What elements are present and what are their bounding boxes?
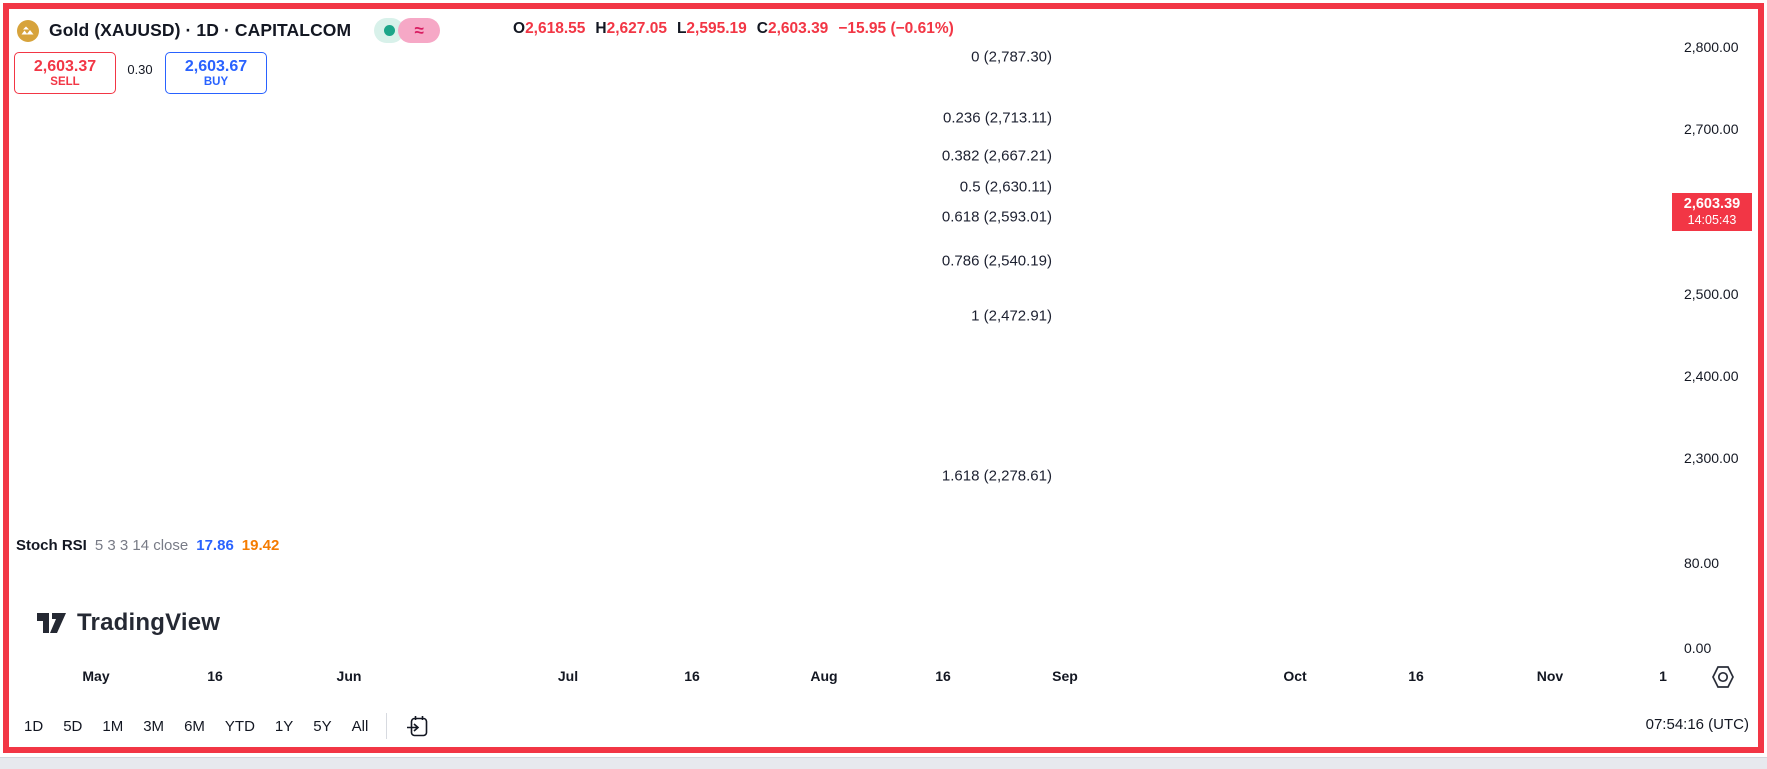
price-tick-label: 2,500.00 (1684, 285, 1739, 302)
indicator-params: 5 3 3 14 close (94, 537, 189, 554)
price-tick-label: 2,700.00 (1684, 121, 1739, 138)
range-button-1y[interactable]: 1Y (274, 717, 294, 735)
indicator-tick-label: 0.00 (1684, 640, 1712, 656)
open-value: 2,618.55 (525, 20, 586, 37)
page-bottom-strip (0, 757, 1767, 769)
stoch-k-value: 17.86 (196, 537, 234, 554)
fib-level-label: 0.786 (2,540.19) (941, 252, 1052, 270)
last-price-badge: 2,603.39 14:05:43 (1672, 193, 1752, 231)
buy-label: BUY (203, 75, 229, 88)
time-tick-label: 1 (1659, 668, 1667, 684)
fib-level-label: 0.382 (2,667.21) (941, 147, 1052, 165)
symbol-title[interactable]: Gold (XAUUSD) · 1D · CAPITALCOM (49, 20, 352, 40)
time-tick-label: Sep (1052, 668, 1078, 684)
change-value: −15.95 (−0.61%) (838, 20, 954, 37)
utc-clock[interactable]: 07:54:16 (UTC) (1645, 716, 1749, 733)
last-price: 2,603.39 (1683, 196, 1741, 212)
red-frame-border (3, 3, 1764, 753)
calendar-icon (407, 715, 428, 736)
time-tick-label: Oct (1283, 668, 1307, 684)
fib-level-label: 0.5 (2,630.11) (959, 178, 1052, 196)
watermark-text: TradingView (77, 609, 221, 636)
indicator-legend[interactable]: Stoch RSI 5 3 3 14 close 17.86 19.42 (16, 537, 279, 554)
high-value: 2,627.05 (606, 20, 667, 37)
buy-price: 2,603.67 (184, 57, 248, 75)
time-tick-label: Jul (557, 668, 579, 684)
time-tick-label: 16 (684, 668, 700, 684)
time-tick-label: 16 (207, 668, 223, 684)
sell-price: 2,603.37 (33, 57, 97, 75)
buy-button[interactable]: 2,603.67 BUY (165, 52, 267, 94)
time-tick-label: May (82, 668, 110, 684)
sell-button[interactable]: 2,603.37 SELL (14, 52, 116, 94)
time-tick-label: Nov (1536, 668, 1564, 684)
range-button-1m[interactable]: 1M (102, 717, 124, 735)
range-button-6m[interactable]: 6M (184, 717, 205, 735)
gold-symbol-icon (17, 19, 39, 42)
toolbar-divider (386, 713, 388, 739)
approx-data-icon[interactable]: ≈ (398, 18, 441, 43)
time-tick-label: 16 (1408, 668, 1424, 684)
price-tick-label: 2,800.00 (1684, 39, 1739, 55)
price-tick-label: 2,300.00 (1684, 450, 1739, 466)
fib-level-label: 0.618 (2,593.01) (941, 208, 1052, 226)
price-tick-label: 2,400.00 (1684, 367, 1739, 384)
tradingview-logo-icon (37, 613, 66, 633)
fib-level-label: 0 (2,787.30) (971, 48, 1052, 66)
time-tick-label: Jun (336, 668, 362, 684)
sell-label: SELL (50, 75, 80, 88)
tradingview-watermark: TradingView (36, 608, 220, 638)
range-button-1d[interactable]: 1D (24, 717, 44, 735)
fib-level-label: 1.618 (2,278.61) (941, 467, 1052, 485)
range-button-all[interactable]: All (351, 717, 369, 735)
range-button-5y[interactable]: 5Y (313, 717, 332, 735)
scales-settings-icon[interactable] (1708, 663, 1738, 696)
time-tick-label: 16 (935, 668, 951, 684)
fib-level-label: 1 (2,472.91) (971, 307, 1052, 325)
close-value: 2,603.39 (767, 20, 829, 37)
last-price-time: 14:05:43 (1687, 213, 1737, 227)
range-button-3m[interactable]: 3M (143, 717, 165, 735)
symbol-header: Gold (XAUUSD) · 1D · CAPITALCOM ≈ (16, 18, 441, 43)
go-to-date-button[interactable] (405, 713, 432, 740)
spread-value: 0.30 (127, 62, 153, 77)
ohlc-readout: O2,618.55 H2,627.05 L2,595.19 C2,603.39 … (513, 20, 954, 37)
time-tick-label: Aug (810, 668, 838, 684)
stoch-d-value: 19.42 (241, 537, 280, 554)
low-value: 2,595.19 (686, 20, 747, 37)
range-button-5d[interactable]: 5D (63, 717, 83, 735)
fib-level-label: 0.236 (2,713.11) (943, 109, 1052, 127)
indicator-name: Stoch RSI (16, 537, 87, 554)
range-toolbar: 1D 5D 1M 3M 6M YTD 1Y 5Y All (14, 706, 1751, 746)
range-button-ytd[interactable]: YTD (224, 717, 255, 735)
indicator-tick-label: 80.00 (1684, 555, 1720, 571)
